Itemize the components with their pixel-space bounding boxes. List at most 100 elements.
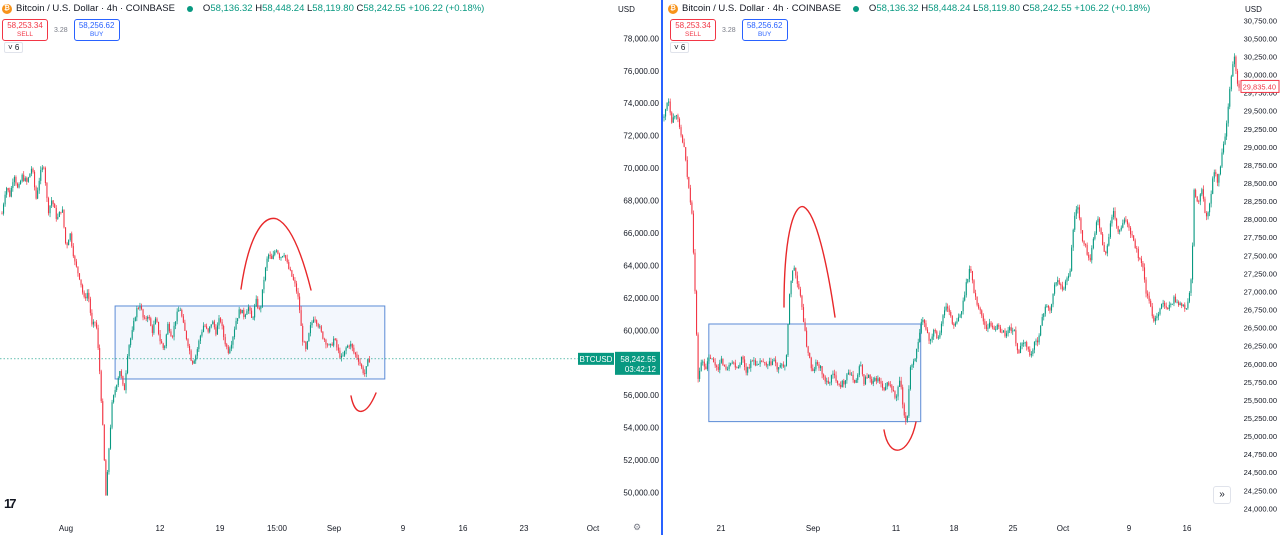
- candle-body: [1075, 209, 1077, 216]
- scroll-to-latest-button[interactable]: »: [1213, 486, 1231, 504]
- candle-body: [316, 320, 318, 325]
- candle-body: [686, 159, 688, 177]
- candle-body: [829, 382, 831, 384]
- candle-body: [961, 311, 963, 315]
- candle-body: [1071, 247, 1073, 271]
- sell-button[interactable]: 58,253.34 SELL: [2, 19, 48, 41]
- trade-buttons: 58,253.34 SELL 3.28 58,256.62 BUY: [670, 19, 788, 41]
- candle-body: [29, 173, 31, 178]
- candle-body: [176, 311, 178, 322]
- candle-body: [1173, 296, 1175, 304]
- candle-body: [83, 292, 85, 297]
- buy-button[interactable]: 58,256.62 BUY: [741, 19, 788, 41]
- indicators-toggle[interactable]: ˅ 6: [670, 42, 690, 53]
- candle-body: [1216, 173, 1218, 183]
- candle-body: [69, 233, 71, 241]
- sell-button[interactable]: 58,253.34 SELL: [670, 19, 716, 41]
- candle-body: [1052, 293, 1054, 305]
- candle-body: [1165, 305, 1167, 308]
- candle-body: [337, 347, 339, 351]
- candle-body: [731, 362, 733, 364]
- y-tick-label: 27,750.00: [1244, 233, 1277, 242]
- gear-icon[interactable]: ⚙: [633, 522, 642, 532]
- pane-divider[interactable]: [661, 0, 663, 535]
- currency-label[interactable]: USD: [1245, 5, 1262, 14]
- candle-body: [257, 298, 259, 309]
- candle-body: [750, 360, 752, 368]
- symbol-title[interactable]: Bitcoin / U.S. Dollar · 4h · COINBASE: [682, 3, 841, 14]
- candle-body: [843, 380, 845, 385]
- candle-body: [1137, 249, 1139, 259]
- candle-body: [1210, 193, 1212, 204]
- candle-body: [971, 271, 973, 281]
- candle-body: [964, 295, 966, 301]
- candle-body: [753, 360, 755, 362]
- y-tick-label: 24,250.00: [1244, 486, 1277, 495]
- candle-body: [32, 168, 34, 172]
- price-chart-right[interactable]: 30,750.00 30,500.00 30,250.00 30,000.00 29,7…: [663, 0, 1280, 535]
- candle-body: [44, 168, 46, 184]
- candle-body: [708, 357, 710, 362]
- candle-body: [985, 325, 987, 329]
- candle-body: [917, 342, 919, 349]
- symbol-title[interactable]: Bitcoin / U.S. Dollar · 4h · COINBASE: [16, 3, 175, 14]
- candle-body: [35, 187, 37, 199]
- y-tick-label: 25,500.00: [1244, 396, 1277, 405]
- candle-body: [740, 356, 743, 365]
- candle-body: [153, 324, 155, 333]
- candle-body: [334, 338, 336, 340]
- y-tick-label: 52,000.00: [623, 456, 659, 465]
- candle-body: [1176, 301, 1178, 303]
- candle-body: [350, 343, 352, 347]
- candle-body: [897, 386, 899, 397]
- chart-pane-left[interactable]: 78,000.00 76,000.00 74,000.00 72,000.00 70,0…: [0, 0, 662, 535]
- ohlc-values: O58,136.32 H58,448.24 L58,119.80 C58,242…: [868, 3, 1151, 14]
- candle-body: [1010, 327, 1012, 331]
- candle-body: [816, 362, 818, 365]
- candle-body: [1198, 201, 1200, 203]
- candle-body: [1167, 307, 1169, 310]
- candle-body: [931, 336, 933, 340]
- candle-body: [767, 364, 769, 366]
- candle-body: [6, 188, 8, 195]
- candle-body: [1112, 211, 1115, 217]
- tradingview-logo: 17: [4, 496, 17, 511]
- candle-body: [1187, 301, 1189, 309]
- buy-button[interactable]: 58,256.62 BUY: [73, 19, 120, 41]
- candle-body: [891, 385, 893, 390]
- double-chevron-right-icon: »: [1219, 489, 1225, 500]
- candle-body: [49, 205, 51, 214]
- chart-pane-right[interactable]: 30,750.00 30,500.00 30,250.00 30,000.00 29,7…: [663, 0, 1280, 535]
- candle-body: [1024, 342, 1026, 344]
- price-chart-left[interactable]: 78,000.00 76,000.00 74,000.00 72,000.00 70,0…: [0, 0, 662, 535]
- candle-body: [12, 182, 14, 188]
- candle-body: [688, 176, 690, 188]
- candle-body: [855, 379, 857, 383]
- candle-body: [1193, 189, 1195, 246]
- candle-body: [111, 402, 113, 428]
- candle-body: [1102, 234, 1104, 246]
- candle-body: [46, 183, 48, 199]
- candle-body: [878, 378, 880, 382]
- candle-body: [204, 325, 206, 327]
- candle-body: [968, 268, 970, 280]
- candle-body: [227, 346, 229, 353]
- candle-body: [872, 380, 874, 384]
- candle-body: [1232, 64, 1234, 77]
- y-tick-label: 29,500.00: [1244, 107, 1277, 116]
- candle-body: [1081, 230, 1084, 241]
- candle-body: [103, 424, 105, 461]
- candle-body: [237, 318, 239, 322]
- candle-body: [1043, 313, 1045, 318]
- candle-body: [680, 127, 682, 136]
- candle-body: [342, 355, 344, 357]
- candle-body: [97, 327, 99, 349]
- candle-body: [1229, 89, 1231, 107]
- candle-body: [1205, 213, 1208, 217]
- y-tick-label: 25,000.00: [1244, 432, 1277, 441]
- candle-body: [313, 319, 315, 323]
- currency-label[interactable]: USD: [618, 5, 635, 14]
- candle-body: [1148, 295, 1150, 301]
- candle-body: [665, 109, 667, 117]
- indicators-toggle[interactable]: ˅ 6: [4, 42, 24, 53]
